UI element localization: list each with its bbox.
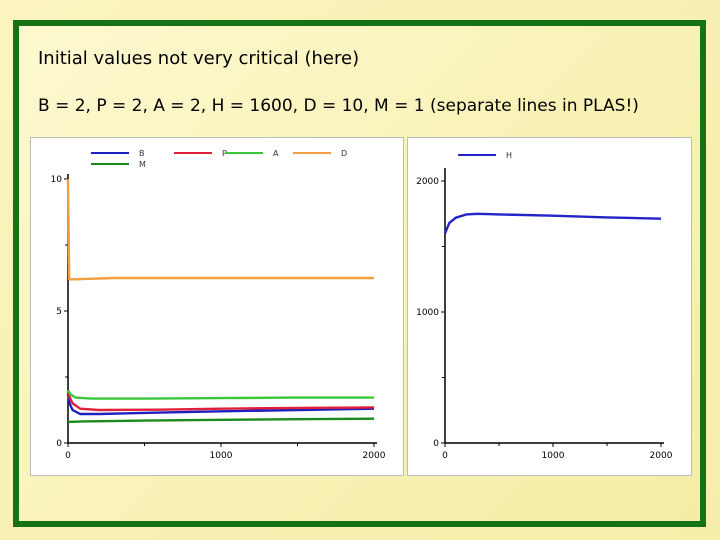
y-tick-label: 2000	[416, 177, 439, 187]
series-line-m	[67, 417, 375, 424]
series-line-d	[66, 178, 374, 281]
legend-label-d: D	[341, 149, 347, 158]
x-tick-label: 2000	[650, 451, 673, 461]
h-line-chart: 0 1000 2000 0 1000 2000 H	[416, 151, 673, 461]
series-line-b	[66, 392, 375, 416]
x-tick-label: 2000	[363, 451, 386, 461]
x-tick-label: 0	[442, 451, 448, 461]
x-tick-label: 0	[65, 451, 71, 461]
x-tick-label: 1000	[210, 451, 233, 461]
legend-label-b: B	[139, 149, 145, 158]
series-line-p	[66, 389, 375, 412]
series-line-h	[443, 212, 662, 234]
species-line-chart: 0 1000 2000 0 5 10 B P A D M	[51, 149, 386, 461]
legend-label-p: P	[222, 149, 227, 158]
slide-title: Initial values not very critical (here)	[38, 48, 360, 69]
x-tick-label: 1000	[542, 451, 565, 461]
y-tick-label: 0	[56, 439, 62, 449]
y-tick-label: 0	[433, 439, 439, 449]
y-tick-label: 5	[56, 307, 62, 317]
y-tick-label: 10	[51, 175, 63, 185]
series-line-a	[66, 389, 374, 400]
y-tick-label: 1000	[416, 308, 439, 318]
slide-subtitle: B = 2, P = 2, A = 2, H = 1600, D = 10, M…	[38, 96, 639, 116]
chart-panel-species: 0 1000 2000 0 5 10 B P A D M	[30, 137, 404, 476]
legend-label-h: H	[506, 151, 512, 160]
legend-label-a: A	[273, 149, 279, 158]
chart-panel-h: 0 1000 2000 0 1000 2000 H	[407, 137, 692, 476]
legend-label-m: M	[139, 160, 146, 169]
